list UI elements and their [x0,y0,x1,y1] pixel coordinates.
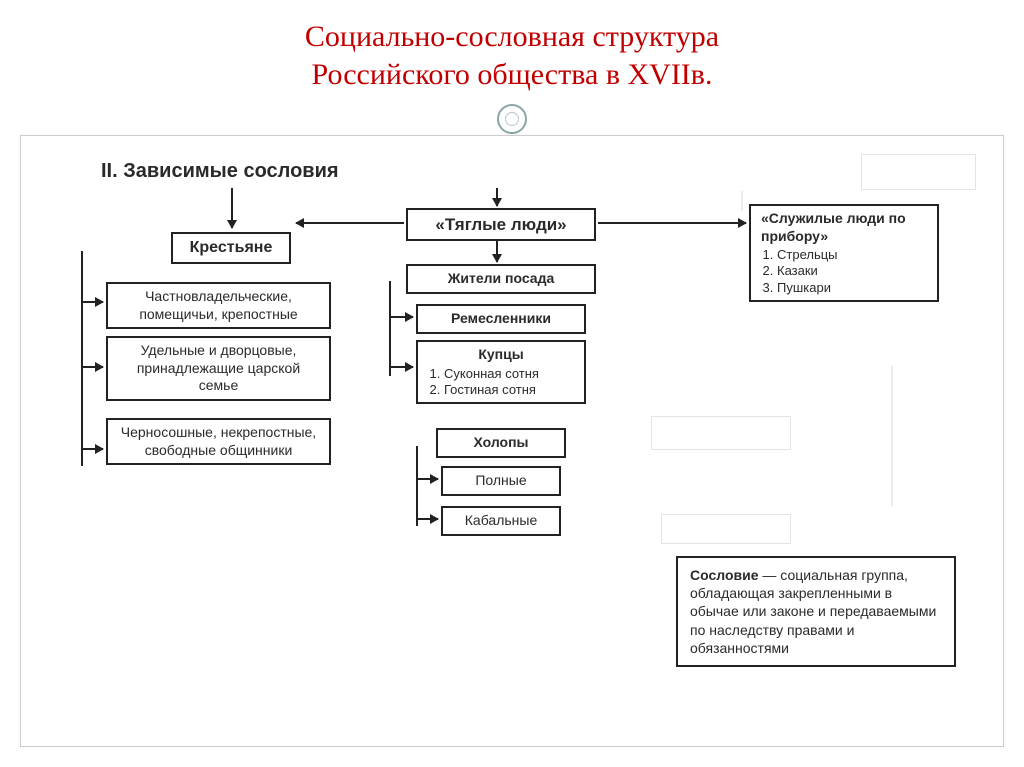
connector [389,281,391,376]
arrow [416,478,438,480]
node-krestyane-sub3: Черносошные, некрепостные, свободные общ… [106,418,331,465]
definition-term: Сословие [690,567,759,583]
ghost-line [741,191,743,211]
ghost-box [861,154,976,190]
sluzhilye-title: «Служилые люди по прибору» [761,210,906,244]
arrow [496,188,498,206]
kuptsy-item: Суконная сотня [444,366,574,382]
connector [416,446,418,526]
sluzhilye-list: Стрельцы Казаки Пушкари [777,247,927,296]
node-tyaglye: «Тяглые люди» [406,208,596,241]
ghost-box [661,514,791,544]
node-kuptsy: Купцы Суконная сотня Гостиная сотня [416,340,586,404]
diagram-panel: II. Зависимые сословия «Тяглые люди» Кре… [20,135,1004,747]
diagram: II. Зависимые сословия «Тяглые люди» Кре… [21,136,1003,746]
arrow [81,366,103,368]
title-line-1: Социально-сословная структура [305,20,719,53]
section-heading: II. Зависимые сословия [101,160,339,183]
kuptsy-item: Гостиная сотня [444,382,574,398]
kuptsy-list: Суконная сотня Гостиная сотня [444,366,574,399]
node-krestyane: Крестьяне [171,232,291,264]
page-title: Социально-сословная структура Российског… [0,0,1024,93]
sluzhilye-item: Стрельцы [777,247,927,263]
arrow [389,316,413,318]
definition-box: Сословие — социальная группа, обладающая… [676,556,956,667]
arrow [81,448,103,450]
connector [81,251,83,466]
arrow [231,188,233,228]
node-remeslenniki: Ремесленники [416,304,586,334]
kuptsy-title: Купцы [478,346,523,362]
arrow [598,222,746,224]
ghost-line [891,366,893,506]
title-line-2: Российского общества в XVIIв. [312,58,713,91]
arrow [81,301,103,303]
node-krestyane-sub2: Удельные и дворцовые, принадлежащие царс… [106,336,331,401]
node-sluzhilye: «Служилые люди по прибору» Стрельцы Каза… [749,204,939,302]
arrow [496,240,498,262]
decorative-circle [497,104,527,134]
arrow [389,366,413,368]
arrow [296,222,404,224]
node-kholopy-kabalnye: Кабальные [441,506,561,536]
node-posad: Жители посада [406,264,596,294]
node-kholopy: Холопы [436,428,566,458]
node-krestyane-sub1: Частновладельческие, помещичьи, крепостн… [106,282,331,329]
sluzhilye-item: Казаки [777,263,927,279]
arrow [416,518,438,520]
ghost-box [651,416,791,450]
node-kholopy-polnye: Полные [441,466,561,496]
sluzhilye-item: Пушкари [777,280,927,296]
